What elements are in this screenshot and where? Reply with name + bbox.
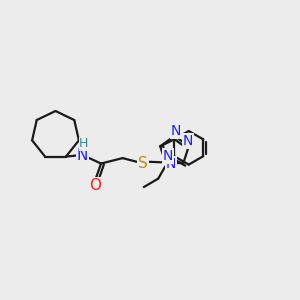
- Text: N: N: [163, 149, 173, 163]
- Text: N: N: [166, 157, 176, 171]
- Text: N: N: [77, 148, 88, 163]
- Text: S: S: [138, 156, 148, 171]
- Text: H: H: [79, 137, 88, 150]
- Text: O: O: [89, 178, 101, 193]
- Text: N: N: [171, 124, 181, 138]
- Text: N: N: [183, 134, 193, 148]
